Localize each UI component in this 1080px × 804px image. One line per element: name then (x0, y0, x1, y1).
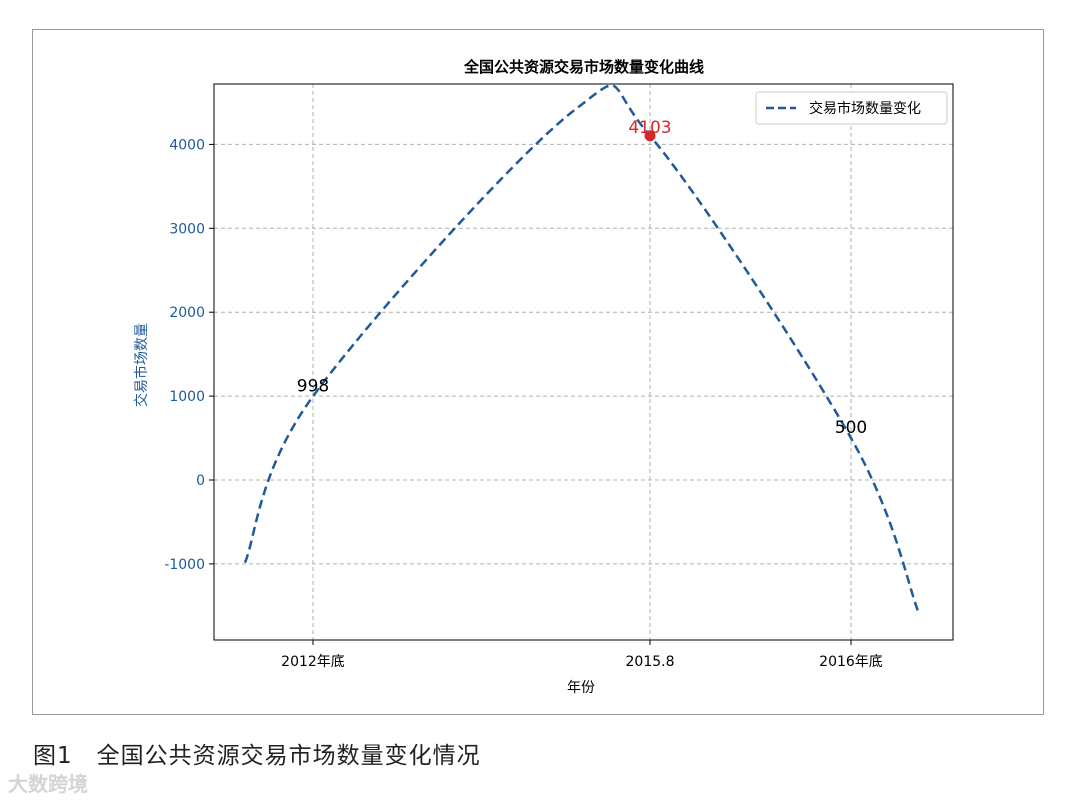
watermark: 大数跨境 (8, 772, 88, 796)
legend-label: 交易市场数量变化 (809, 100, 921, 117)
legend: 交易市场数量变化 (755, 91, 948, 125)
x-axis: 2012年底 2015.8 2016年底 (281, 640, 883, 670)
y-tick-label: 4000 (169, 137, 205, 153)
y-tick-label: 2000 (169, 305, 205, 321)
data-label: 500 (835, 418, 867, 438)
figure-frame: 全国公共资源交易市场数量变化曲线 998 4103 500 -1000 0 1000 20… (32, 29, 1044, 715)
plot-border (213, 83, 954, 641)
x-tick-label: 2012年底 (281, 654, 345, 670)
y-tick-label: 3000 (169, 221, 205, 237)
x-axis-label: 年份 (567, 680, 595, 696)
line-chart: 全国公共资源交易市场数量变化曲线 998 4103 500 -1000 0 1000 20… (133, 58, 954, 696)
grid (214, 84, 953, 640)
y-tick-label: -1000 (164, 557, 205, 573)
y-axis: -1000 0 1000 2000 3000 4000 (164, 137, 214, 573)
x-tick-label: 2015.8 (626, 654, 675, 670)
plot-area (214, 84, 953, 640)
annotations: 998 4103 500 (297, 118, 867, 438)
series-line (243, 84, 920, 612)
highlight-point (644, 130, 656, 142)
data-label: 4103 (628, 118, 671, 138)
y-tick-label: 1000 (169, 389, 205, 405)
figure-caption: 图1 全国公共资源交易市场数量变化情况 (33, 743, 481, 769)
legend-box (755, 91, 948, 125)
data-label: 998 (297, 376, 329, 396)
y-tick-label: 0 (196, 473, 205, 489)
y-axis-label: 交易市场数量 (133, 323, 150, 407)
series-layer (243, 84, 920, 612)
chart-title: 全国公共资源交易市场数量变化曲线 (463, 58, 704, 76)
x-tick-label: 2016年底 (819, 654, 883, 670)
